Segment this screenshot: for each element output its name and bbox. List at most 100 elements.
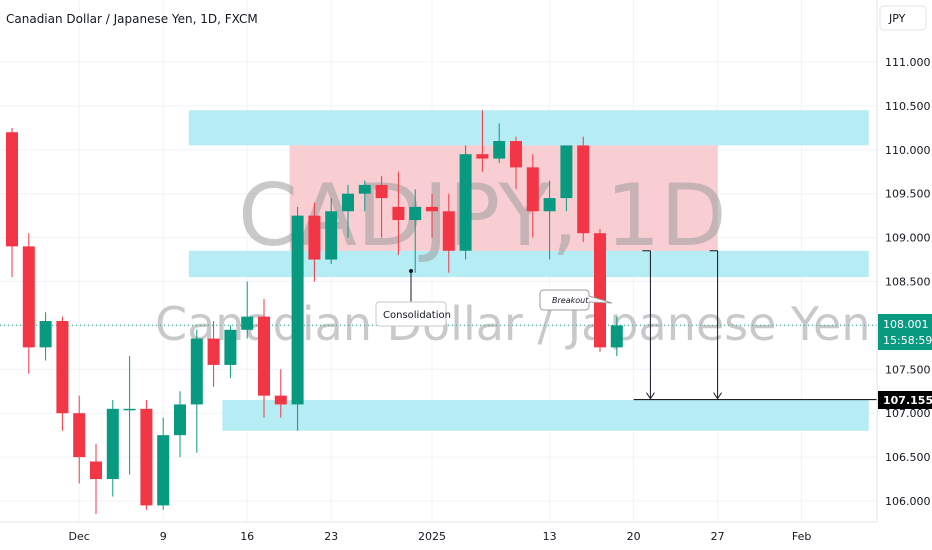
- candle-body: [106, 408, 119, 480]
- candle[interactable]: [174, 391, 186, 458]
- candle[interactable]: [526, 154, 539, 238]
- candle[interactable]: [56, 316, 69, 431]
- candle-body: [190, 338, 203, 405]
- candle[interactable]: [375, 176, 388, 238]
- candle-body: [442, 211, 455, 251]
- zone-resistance[interactable]: [188, 110, 869, 146]
- candle-body: [594, 233, 606, 348]
- candle[interactable]: [577, 136, 590, 242]
- candle-body: [140, 408, 153, 506]
- candle[interactable]: [610, 316, 623, 357]
- time-tick-label: 20: [627, 530, 641, 543]
- candles: [6, 110, 623, 515]
- candle[interactable]: [476, 110, 489, 172]
- candle-body: [358, 184, 371, 194]
- candle[interactable]: [73, 395, 86, 484]
- candle[interactable]: [358, 180, 371, 212]
- candle[interactable]: [39, 312, 52, 361]
- projection-arrow[interactable]: [642, 250, 655, 400]
- candle-body: [510, 141, 522, 168]
- candle[interactable]: [123, 356, 136, 475]
- candle[interactable]: [241, 281, 254, 339]
- candle[interactable]: [224, 325, 237, 379]
- price-tick-label: 106.000: [885, 495, 931, 508]
- candle-body: [577, 145, 590, 234]
- candle-body: [207, 338, 220, 365]
- price-tick-label: 108.500: [885, 276, 931, 289]
- price-tick-label: 110.500: [885, 100, 931, 113]
- candle[interactable]: [543, 180, 556, 260]
- candle[interactable]: [140, 400, 153, 510]
- price-tick-label: 109.000: [885, 232, 931, 245]
- watermark-name: Canadian Dollar / Japanese Yen: [155, 297, 871, 351]
- candle-body: [409, 206, 422, 221]
- projection-arrow[interactable]: [709, 250, 723, 400]
- breakout-label: Breakout: [552, 296, 589, 305]
- candle-body: [459, 154, 472, 251]
- candle-body: [526, 167, 539, 212]
- candle[interactable]: [274, 369, 287, 418]
- price-tick-label: 107.000: [885, 407, 931, 420]
- candle[interactable]: [594, 228, 606, 352]
- candle[interactable]: [308, 202, 321, 282]
- price-tick-label: 107.500: [885, 363, 931, 376]
- candle[interactable]: [325, 198, 338, 264]
- candle-body: [560, 145, 573, 199]
- candle[interactable]: [258, 299, 270, 418]
- current-price-tag: 108.001 15:58:59: [878, 314, 932, 350]
- price-tick-label: 111.000: [885, 56, 931, 69]
- time-tick-label: 2025: [418, 530, 446, 543]
- candle-body: [174, 404, 186, 436]
- candle[interactable]: [157, 417, 170, 510]
- candle-body: [123, 408, 136, 411]
- time-tick-label: 27: [711, 530, 725, 543]
- time-tick-label: 23: [324, 530, 338, 543]
- candle-body: [325, 211, 338, 260]
- time-tick-label: 16: [240, 530, 254, 543]
- time-tick-label: Feb: [792, 530, 811, 543]
- candle-body: [241, 316, 254, 330]
- price-axis[interactable]: 106.000106.500107.000107.500108.000108.5…: [876, 0, 931, 522]
- candle-body: [610, 325, 623, 348]
- currency-button[interactable]: JPY: [879, 5, 927, 31]
- time-axis[interactable]: Dec 9 16 23 2025 13 20 27 Feb: [0, 521, 877, 543]
- consolidation-note[interactable]: Consolidation: [375, 269, 451, 327]
- candle-body: [274, 395, 287, 405]
- candle-body: [6, 132, 18, 247]
- price-tick-label: 106.500: [885, 451, 931, 464]
- candle[interactable]: [190, 329, 203, 453]
- candle[interactable]: [426, 193, 438, 238]
- candle[interactable]: [106, 400, 119, 497]
- candle-body: [224, 329, 237, 365]
- candle-body: [39, 321, 52, 348]
- consolidation-range-box[interactable]: [289, 145, 718, 251]
- candle-body: [258, 316, 270, 396]
- current-price-value: 108.001: [883, 318, 929, 331]
- candle-body: [375, 184, 388, 199]
- target-price-tag: 107.155: [878, 391, 932, 409]
- candle[interactable]: [6, 127, 18, 278]
- zone-support-lower[interactable]: [222, 400, 869, 431]
- candle[interactable]: [207, 321, 220, 387]
- candle[interactable]: [560, 145, 573, 212]
- countdown-value: 15:58:59: [883, 334, 932, 347]
- candle[interactable]: [409, 189, 422, 273]
- candle[interactable]: [342, 184, 354, 238]
- candle[interactable]: [291, 206, 304, 431]
- candle[interactable]: [392, 171, 405, 256]
- time-tick-label: 9: [160, 530, 167, 543]
- candle-body: [392, 206, 405, 221]
- candle[interactable]: [493, 123, 506, 163]
- price-tick-label: 110.000: [885, 144, 931, 157]
- candle[interactable]: [22, 233, 35, 374]
- candle[interactable]: [90, 443, 102, 515]
- breakout-note[interactable]: Breakout: [539, 289, 613, 311]
- chart-title: Canadian Dollar / Japanese Yen, 1D, FXCM: [6, 12, 258, 26]
- candle[interactable]: [459, 145, 472, 260]
- candle-body: [291, 215, 304, 405]
- candle[interactable]: [510, 136, 522, 190]
- candle-body: [73, 413, 86, 458]
- candle-body: [157, 435, 170, 506]
- candle[interactable]: [442, 193, 455, 273]
